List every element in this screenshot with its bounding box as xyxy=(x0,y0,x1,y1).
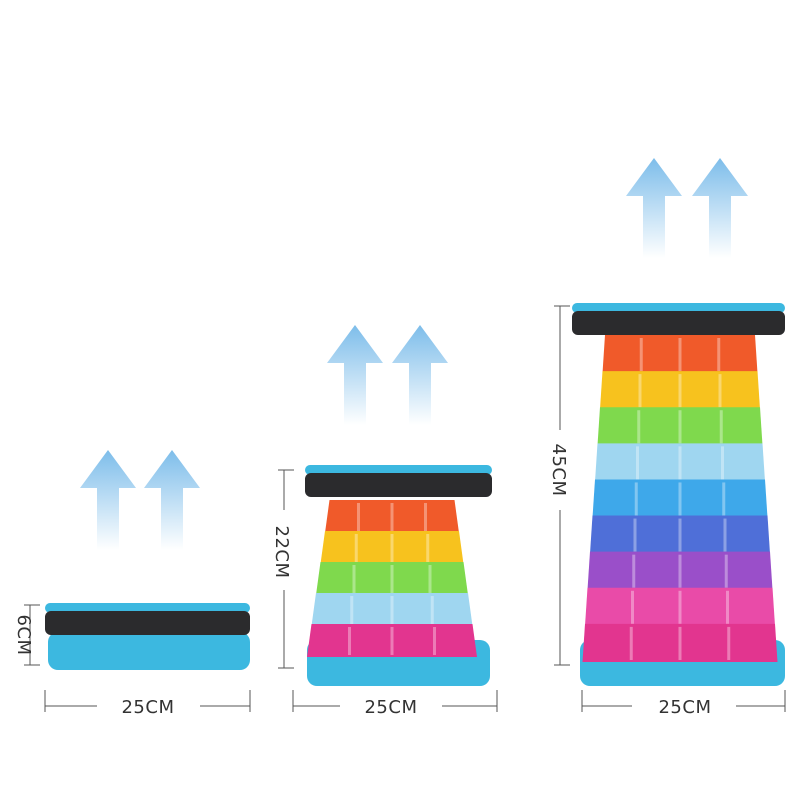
height-dimension-3: 45CM xyxy=(548,305,570,666)
up-arrow-icon xyxy=(692,158,748,258)
rainbow-layer xyxy=(582,623,778,662)
rainbow-layer xyxy=(602,335,758,374)
rainbow-layer xyxy=(320,531,464,564)
rainbow-layer xyxy=(307,624,477,657)
height-label: 6CM xyxy=(13,614,34,655)
width-label: 25CM xyxy=(364,697,417,718)
stool-fully-extended xyxy=(572,303,785,686)
width-dimension-3: 25CM xyxy=(581,690,786,718)
seat-band xyxy=(572,311,785,335)
rainbow-layer xyxy=(316,562,468,595)
seat-band xyxy=(45,611,250,635)
width-dimension-1: 25CM xyxy=(44,690,251,718)
width-label: 25CM xyxy=(121,697,174,718)
stools xyxy=(45,303,785,686)
rainbow-layer xyxy=(597,407,763,446)
width-dimension-2: 25CM xyxy=(292,690,498,718)
seat-band xyxy=(305,473,492,497)
height-dimension-2: 22CM xyxy=(271,469,294,669)
rainbow-layer xyxy=(585,587,775,626)
up-arrows xyxy=(80,158,748,550)
rainbow-layer xyxy=(311,593,473,626)
height-label: 45CM xyxy=(548,443,569,496)
base-ring xyxy=(48,632,250,670)
height-dimension-1: 6CM xyxy=(13,604,40,666)
rainbow-layer xyxy=(325,500,459,533)
rainbow-layer xyxy=(595,443,765,482)
up-arrow-icon xyxy=(80,450,136,550)
seat-top xyxy=(45,603,250,613)
up-arrow-icon xyxy=(144,450,200,550)
rainbow-layer xyxy=(600,371,760,410)
rainbow-layer xyxy=(590,515,770,554)
stool-folded xyxy=(45,603,250,670)
up-arrow-icon xyxy=(392,325,448,425)
rainbow-layer xyxy=(587,551,773,590)
seat-top xyxy=(305,465,492,475)
stool-half-extended xyxy=(305,465,492,686)
rainbow-layer xyxy=(592,479,768,518)
height-label: 22CM xyxy=(271,525,292,578)
dimensions: 6CM 25CM 22CM 25CM 45CM 25CM xyxy=(13,305,786,718)
seat-top xyxy=(572,303,785,313)
width-label: 25CM xyxy=(658,697,711,718)
up-arrow-icon xyxy=(626,158,682,258)
up-arrow-icon xyxy=(327,325,383,425)
